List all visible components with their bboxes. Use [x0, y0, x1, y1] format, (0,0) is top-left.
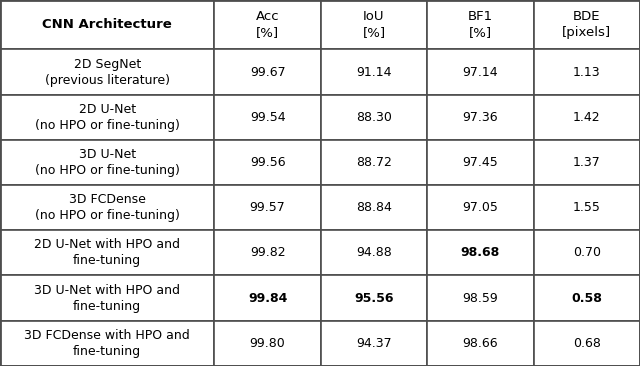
Text: 88.30: 88.30 — [356, 111, 392, 124]
Bar — [321, 275, 427, 321]
Text: 2D U-Net
(no HPO or fine-tuning): 2D U-Net (no HPO or fine-tuning) — [35, 103, 180, 132]
Bar — [534, 321, 640, 366]
Bar — [321, 49, 427, 94]
Bar — [214, 49, 321, 94]
Text: 97.45: 97.45 — [463, 156, 498, 169]
Text: 2D SegNet
(previous literature): 2D SegNet (previous literature) — [45, 57, 170, 86]
Text: 1.55: 1.55 — [573, 201, 600, 214]
Bar — [0, 230, 214, 275]
Text: 99.80: 99.80 — [250, 337, 285, 350]
Bar — [534, 0, 640, 49]
Bar — [0, 185, 214, 230]
Text: 88.72: 88.72 — [356, 156, 392, 169]
Text: 91.14: 91.14 — [356, 66, 392, 79]
Bar — [0, 321, 214, 366]
Text: 99.54: 99.54 — [250, 111, 285, 124]
Text: Acc
[%]: Acc [%] — [256, 10, 280, 39]
Text: 97.14: 97.14 — [463, 66, 498, 79]
Bar — [321, 94, 427, 140]
Bar — [427, 94, 534, 140]
Bar — [321, 230, 427, 275]
Text: 3D U-Net
(no HPO or fine-tuning): 3D U-Net (no HPO or fine-tuning) — [35, 148, 180, 177]
Text: 1.13: 1.13 — [573, 66, 600, 79]
Bar — [534, 49, 640, 94]
Bar — [427, 0, 534, 49]
Text: 99.67: 99.67 — [250, 66, 285, 79]
Bar — [0, 140, 214, 185]
Bar — [0, 0, 214, 49]
Bar — [214, 321, 321, 366]
Text: BDE
[pixels]: BDE [pixels] — [562, 10, 611, 39]
Bar — [427, 49, 534, 94]
Text: CNN Architecture: CNN Architecture — [42, 18, 172, 31]
Text: 94.88: 94.88 — [356, 246, 392, 259]
Text: 97.05: 97.05 — [462, 201, 499, 214]
Bar — [0, 94, 214, 140]
Text: 99.57: 99.57 — [250, 201, 285, 214]
Bar — [214, 185, 321, 230]
Bar — [321, 140, 427, 185]
Text: 1.37: 1.37 — [573, 156, 600, 169]
Bar — [0, 49, 214, 94]
Bar — [534, 140, 640, 185]
Bar — [427, 275, 534, 321]
Text: 3D FCDense with HPO and
fine-tuning: 3D FCDense with HPO and fine-tuning — [24, 329, 190, 358]
Bar — [427, 321, 534, 366]
Bar — [214, 275, 321, 321]
Text: 3D FCDense
(no HPO or fine-tuning): 3D FCDense (no HPO or fine-tuning) — [35, 193, 180, 222]
Text: 99.82: 99.82 — [250, 246, 285, 259]
Bar — [214, 94, 321, 140]
Bar — [427, 185, 534, 230]
Text: 88.84: 88.84 — [356, 201, 392, 214]
Text: 0.70: 0.70 — [573, 246, 601, 259]
Text: 99.84: 99.84 — [248, 291, 287, 305]
Text: 98.59: 98.59 — [463, 291, 498, 305]
Bar — [534, 94, 640, 140]
Bar — [534, 275, 640, 321]
Text: 2D U-Net with HPO and
fine-tuning: 2D U-Net with HPO and fine-tuning — [34, 238, 180, 267]
Bar — [321, 0, 427, 49]
Text: 98.68: 98.68 — [461, 246, 500, 259]
Text: IoU
[%]: IoU [%] — [362, 10, 385, 39]
Bar — [427, 140, 534, 185]
Bar — [0, 275, 214, 321]
Text: 1.42: 1.42 — [573, 111, 600, 124]
Bar — [534, 230, 640, 275]
Bar — [321, 185, 427, 230]
Bar — [214, 0, 321, 49]
Bar — [214, 140, 321, 185]
Text: 98.66: 98.66 — [463, 337, 498, 350]
Bar — [214, 230, 321, 275]
Bar — [427, 230, 534, 275]
Text: 97.36: 97.36 — [463, 111, 498, 124]
Text: BF1
[%]: BF1 [%] — [468, 10, 493, 39]
Text: 0.68: 0.68 — [573, 337, 600, 350]
Text: 0.58: 0.58 — [572, 291, 602, 305]
Text: 94.37: 94.37 — [356, 337, 392, 350]
Bar — [321, 321, 427, 366]
Text: 3D U-Net with HPO and
fine-tuning: 3D U-Net with HPO and fine-tuning — [34, 284, 180, 313]
Text: 95.56: 95.56 — [354, 291, 394, 305]
Bar — [534, 185, 640, 230]
Text: 99.56: 99.56 — [250, 156, 285, 169]
